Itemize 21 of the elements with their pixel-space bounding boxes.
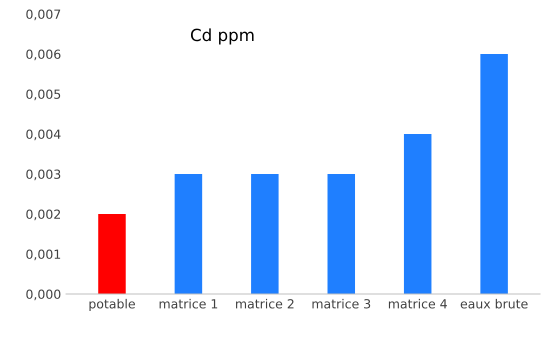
bar — [174, 174, 202, 294]
bar — [328, 174, 356, 294]
x-tick-label: matrice 4 — [388, 298, 447, 309]
text: Cd ppm — [190, 28, 254, 44]
y-tick-label: 0,006 — [26, 49, 60, 60]
x-tick-label: matrice 1 — [160, 298, 218, 309]
x-tick-label: matrice 2 — [236, 298, 294, 309]
y-tick-label: 0,000 — [26, 289, 60, 300]
y-tick-label: 0,002 — [26, 209, 60, 220]
y-tick-label: 0,005 — [26, 89, 60, 100]
y-tick-label: 0,003 — [26, 169, 60, 180]
bar — [251, 174, 279, 294]
bar — [480, 54, 508, 294]
x-tick-label: eaux brute — [460, 298, 528, 309]
x-tick-label: potable — [89, 298, 135, 311]
x-tick-label: matrice 3 — [312, 298, 370, 309]
y-tick-label: 0,001 — [26, 249, 60, 260]
y-tick-label: 0,004 — [26, 129, 61, 140]
y-tick-label: 0,007 — [26, 9, 60, 20]
bar — [404, 134, 432, 294]
bar — [98, 214, 126, 294]
